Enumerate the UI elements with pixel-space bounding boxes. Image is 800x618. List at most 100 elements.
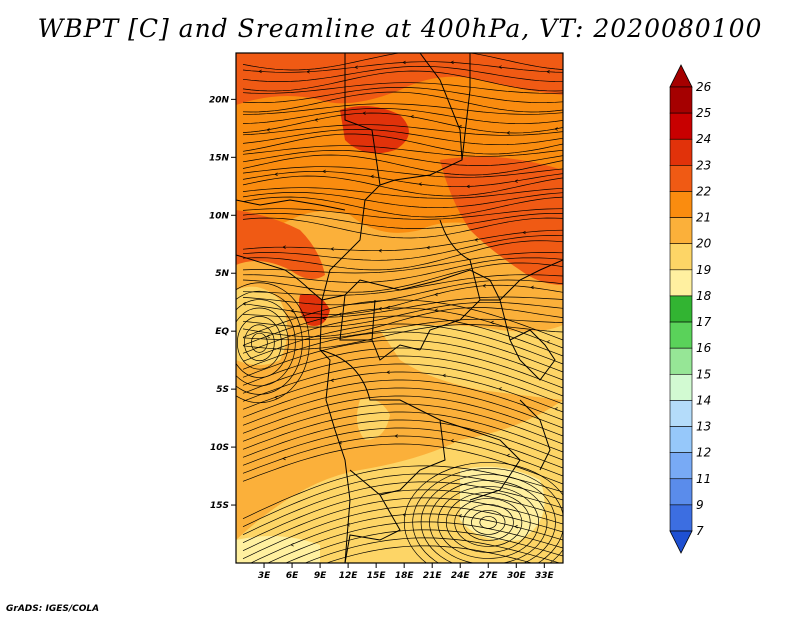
- colorbar-swatch: [669, 217, 693, 245]
- streamline: [236, 299, 296, 387]
- streamline: [249, 513, 563, 563]
- streamline: [471, 510, 506, 535]
- streamline: [237, 316, 282, 370]
- lat-tick-label: 10S: [210, 443, 229, 453]
- lat-tick-label: 5S: [216, 385, 229, 395]
- streamline: [267, 521, 563, 563]
- colorbar-swatch: [669, 269, 693, 297]
- lat-tick-label: 5N: [215, 269, 229, 279]
- streamline: [242, 133, 563, 155]
- streamline: [242, 435, 563, 477]
- colorbar-swatch: [669, 347, 693, 375]
- lat-tick-label: 20N: [209, 95, 230, 105]
- streamline: [462, 504, 514, 541]
- lon-tick-label: 30E: [507, 571, 527, 581]
- streamline: [242, 505, 563, 560]
- streamline: [242, 315, 563, 357]
- streamlines: [236, 53, 563, 563]
- streamline: [242, 299, 563, 341]
- streamline: [242, 112, 563, 134]
- lon-tick-label: 3E: [258, 571, 271, 581]
- colorbar-label: 18: [696, 289, 712, 303]
- colorbar-bottom-triangle: [669, 530, 693, 554]
- colorbar-label: 22: [696, 184, 711, 198]
- colorbar-swatch: [669, 243, 693, 271]
- colorbar-swatch: [669, 86, 693, 114]
- streamline: [242, 61, 563, 73]
- streamline: [242, 419, 563, 461]
- lon-tick-label: 21E: [423, 571, 443, 581]
- streamline: [242, 208, 563, 220]
- streamline: [242, 212, 563, 229]
- streamline: [236, 307, 289, 378]
- streamline: [242, 252, 563, 274]
- streamline: [242, 331, 563, 373]
- streamline: [242, 65, 563, 83]
- streamline: [479, 516, 498, 529]
- colorbar-swatch: [669, 321, 693, 349]
- streamline: [242, 192, 563, 209]
- latitude-axis: 20N 15N 10N 5N EQ 5S 10S 15S: [209, 95, 236, 511]
- colorbar-label: 20: [696, 237, 712, 251]
- colorbar-swatch: [669, 191, 693, 218]
- streamline: [244, 324, 275, 362]
- colorbar-label: 11: [696, 472, 711, 486]
- streamline: [242, 196, 563, 218]
- colorbar-label: 19: [696, 263, 711, 277]
- lon-tick-label: 18E: [395, 571, 415, 581]
- colorbar-label: 13: [696, 420, 711, 434]
- streamline: [242, 82, 563, 94]
- colorbar-swatch: [669, 426, 693, 453]
- lat-tick-label: 15N: [209, 153, 230, 163]
- grads-credit: GrADS: IGES/COLA: [6, 604, 100, 614]
- streamline: [403, 462, 563, 563]
- colorbar-swatch: [669, 478, 693, 506]
- colorbar-top-triangle: [669, 64, 693, 88]
- colorbar-swatch: [669, 138, 693, 166]
- lat-tick-label: 10N: [209, 211, 230, 221]
- chart-title: WBPT [C] and Sreamline at 400hPa, VT: 20…: [37, 14, 763, 43]
- streamline: [242, 318, 563, 341]
- streamline: [242, 145, 563, 157]
- streamline: [242, 347, 563, 389]
- lat-tick-label: EQ: [215, 327, 229, 337]
- lon-tick-label: 15E: [367, 571, 387, 581]
- streamline: [242, 307, 563, 338]
- lon-tick-label: 24E: [451, 571, 471, 581]
- streamline: [242, 371, 563, 413]
- streamline: [445, 492, 531, 553]
- lon-tick-label: 9E: [314, 571, 327, 581]
- longitude-axis: 3E 6E 9E 12E 15E 18E 21E 24E 27E 30E 33E: [258, 563, 554, 581]
- streamline: [437, 486, 540, 559]
- colorbar-swatch: [669, 373, 693, 401]
- colorbar-swatch: [669, 112, 693, 140]
- streamline: [242, 387, 563, 429]
- colorbar-label: 7: [696, 524, 704, 538]
- streamline: [242, 240, 563, 271]
- streamline: [242, 307, 563, 349]
- streamline: [242, 217, 563, 239]
- colorbar-label: 24: [696, 132, 711, 146]
- streamline: [242, 107, 563, 125]
- streamline: [242, 379, 563, 421]
- streamline: [242, 473, 563, 528]
- streamline: [242, 465, 563, 520]
- streamline: [242, 481, 563, 536]
- colorbar: 26 25 24 23 22 21 20 19 18 17 16 15 14 13 12 11 9 7: [669, 64, 712, 554]
- streamline: [242, 339, 563, 381]
- streamline: [242, 411, 563, 453]
- map-frame: [235, 52, 564, 564]
- streamline: [242, 262, 563, 293]
- streamline: [242, 91, 563, 113]
- streamline: [242, 166, 563, 178]
- streamline: [420, 474, 556, 563]
- streamline: [242, 229, 563, 252]
- streamline: [242, 395, 563, 437]
- colorbar-swatch: [669, 452, 693, 480]
- streamline: [242, 363, 563, 405]
- colorbar-swatch: [669, 165, 693, 192]
- streamline: [236, 290, 303, 395]
- streamline: [242, 124, 563, 136]
- lon-tick-label: 12E: [339, 571, 359, 581]
